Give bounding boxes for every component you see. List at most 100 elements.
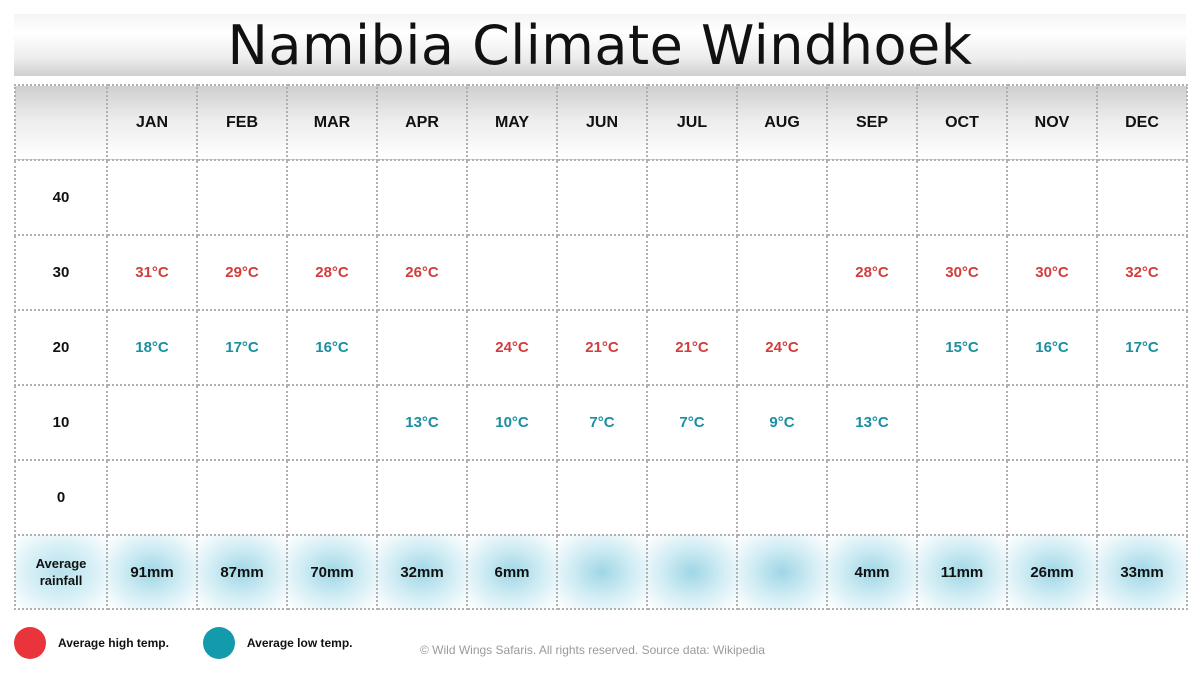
low-temp-value: 7°C: [679, 414, 705, 431]
climate-table-wrapper: JAN FEB MAR APR MAY JUN JUL AUG SEP OCT NOV DEC 40 3…: [14, 84, 1188, 610]
low-temp-marker-icon: [202, 627, 235, 659]
cell-feb-20: 17°C: [196, 309, 288, 386]
rainfall-value-may: 6mm: [466, 534, 558, 610]
cell-nov-10: [1006, 384, 1098, 461]
legend-item-high: Average high temp.: [14, 627, 169, 659]
legend-low-label: Average low temp.: [246, 636, 353, 650]
scale-label: 30: [14, 234, 108, 311]
cell-sep-0: [826, 459, 918, 536]
cell-dec-10: [1096, 384, 1188, 461]
cell-jul-20: 21°C: [646, 309, 738, 386]
low-temp-value: 15°C: [945, 339, 979, 356]
rainfall-value-jan: 91mm: [106, 534, 198, 610]
rainfall-value-jul: [646, 534, 738, 610]
high-temp-value: 21°C: [675, 339, 709, 356]
cell-mar-10: [286, 384, 378, 461]
scale-label: 40: [14, 159, 108, 236]
cell-oct-40: [916, 159, 1008, 236]
cell-feb-10: [196, 384, 288, 461]
month-header-nov: NOV: [1006, 84, 1098, 161]
cell-apr-10: 13°C: [376, 384, 468, 461]
cell-oct-0: [916, 459, 1008, 536]
month-header-row: JAN FEB MAR APR MAY JUN JUL AUG SEP OCT NOV DEC: [14, 84, 1188, 161]
month-header-sep: SEP: [826, 84, 918, 161]
cell-sep-40: [826, 159, 918, 236]
rainfall-label-line1: Average: [35, 556, 87, 571]
high-temp-value: 30°C: [945, 264, 979, 281]
low-temp-value: 7°C: [589, 414, 615, 431]
rainfall-value-nov: 26mm: [1006, 534, 1098, 610]
high-temp-value: 24°C: [765, 339, 799, 356]
cell-may-10: 10°C: [466, 384, 558, 461]
cell-jan-40: [106, 159, 198, 236]
scale-row-30: 30 31°C 29°C 28°C 26°C 28°C 30°C 30°C 32°C: [14, 234, 1188, 311]
rainfall-value-feb: 87mm: [196, 534, 288, 610]
cell-jun-20: 21°C: [556, 309, 648, 386]
cell-jun-0: [556, 459, 648, 536]
rainfall-value-jun: [556, 534, 648, 610]
cell-jan-10: [106, 384, 198, 461]
high-temp-value: 28°C: [315, 264, 349, 281]
scale-row-20: 20 18°C 17°C 16°C 24°C 21°C 21°C 24°C 15°C 16°C 17…: [14, 309, 1188, 386]
rainfall-label: Average rainfall: [14, 534, 108, 610]
cell-mar-30: 28°C: [286, 234, 378, 311]
month-header-oct: OCT: [916, 84, 1008, 161]
cell-jun-30: [556, 234, 648, 311]
high-temp-marker-icon: [14, 627, 46, 659]
scale-row-0: 0: [14, 459, 1188, 536]
scale-label: 0: [14, 459, 108, 536]
copyright-footer: © Wild Wings Safaris. All rights reserve…: [420, 643, 765, 657]
high-temp-value: 28°C: [855, 264, 889, 281]
cell-dec-30: 32°C: [1096, 234, 1188, 311]
scale-row-40: 40: [14, 159, 1188, 236]
cell-dec-40: [1096, 159, 1188, 236]
scale-label: 20: [14, 309, 108, 386]
cell-nov-20: 16°C: [1006, 309, 1098, 386]
cell-dec-20: 17°C: [1096, 309, 1188, 386]
low-temp-value: 16°C: [315, 339, 349, 356]
cell-feb-40: [196, 159, 288, 236]
cell-feb-30: 29°C: [196, 234, 288, 311]
cell-feb-0: [196, 459, 288, 536]
high-temp-value: 32°C: [1125, 264, 1159, 281]
rainfall-value-dec: 33mm: [1096, 534, 1188, 610]
cell-apr-40: [376, 159, 468, 236]
cell-dec-0: [1096, 459, 1188, 536]
rainfall-value-apr: 32mm: [376, 534, 468, 610]
cell-jan-30: 31°C: [106, 234, 198, 311]
cell-may-20: 24°C: [466, 309, 558, 386]
low-temp-value: 17°C: [225, 339, 259, 356]
cell-jun-10: 7°C: [556, 384, 648, 461]
legend-item-low: Average low temp.: [202, 627, 353, 659]
cell-aug-20: 24°C: [736, 309, 828, 386]
high-temp-value: 24°C: [495, 339, 529, 356]
cell-sep-10: 13°C: [826, 384, 918, 461]
cell-nov-40: [1006, 159, 1098, 236]
low-temp-value: 18°C: [135, 339, 169, 356]
rainfall-value-aug: [736, 534, 828, 610]
cell-jul-30: [646, 234, 738, 311]
month-header-dec: DEC: [1096, 84, 1188, 161]
low-temp-value: 13°C: [405, 414, 439, 431]
cell-apr-30: 26°C: [376, 234, 468, 311]
month-header-feb: FEB: [196, 84, 288, 161]
cell-aug-30: [736, 234, 828, 311]
cell-nov-0: [1006, 459, 1098, 536]
rainfall-value-sep: 4mm: [826, 534, 918, 610]
scale-row-10: 10 13°C 10°C 7°C 7°C 9°C 13°C: [14, 384, 1188, 461]
cell-oct-30: 30°C: [916, 234, 1008, 311]
cell-mar-20: 16°C: [286, 309, 378, 386]
month-header-mar: MAR: [286, 84, 378, 161]
month-header-jul: JUL: [646, 84, 738, 161]
high-temp-value: 31°C: [135, 264, 169, 281]
month-header-may: MAY: [466, 84, 558, 161]
high-temp-value: 21°C: [585, 339, 619, 356]
cell-jan-0: [106, 459, 198, 536]
cell-jul-10: 7°C: [646, 384, 738, 461]
low-temp-value: 10°C: [495, 414, 529, 431]
cell-apr-20: [376, 309, 468, 386]
cell-nov-30: 30°C: [1006, 234, 1098, 311]
cell-jul-0: [646, 459, 738, 536]
low-temp-value: 9°C: [769, 414, 795, 431]
cell-mar-40: [286, 159, 378, 236]
